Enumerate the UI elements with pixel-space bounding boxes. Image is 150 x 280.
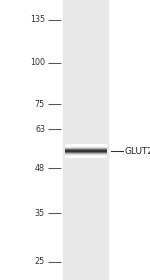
Text: GLUT2: GLUT2 <box>124 147 150 156</box>
Text: 25: 25 <box>35 257 45 266</box>
Text: 48: 48 <box>35 164 45 172</box>
Text: 100: 100 <box>30 58 45 67</box>
Text: 135: 135 <box>30 15 45 24</box>
Text: 35: 35 <box>35 209 45 218</box>
Text: 63: 63 <box>35 125 45 134</box>
Text: 75: 75 <box>35 100 45 109</box>
